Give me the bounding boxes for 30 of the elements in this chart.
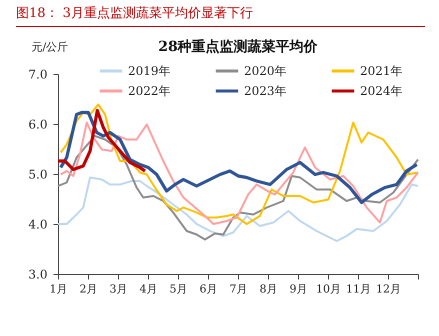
chart-subtitle: 28种重点监测蔬菜平均价 [158, 39, 318, 55]
legend-label: 2022年 [128, 84, 171, 98]
x-tick-label: 4月 [140, 282, 158, 296]
x-tick-label: 3月 [110, 282, 128, 296]
x-tick-label: 8月 [260, 282, 278, 296]
line-series [57, 135, 419, 240]
x-tick-label: 10月 [316, 282, 341, 296]
line-series [57, 176, 419, 242]
x-tick-label: 6月 [200, 282, 218, 296]
y-tick-label: 6.0 [28, 118, 48, 132]
y-tick-label: 3.0 [28, 268, 48, 282]
x-tick-label: 2月 [80, 282, 98, 296]
x-tick-label: 1月 [50, 282, 68, 296]
y-tick-label: 4.0 [28, 218, 48, 232]
legend-label: 2019年 [128, 64, 171, 78]
legend-label: 2024年 [360, 84, 403, 98]
line-series [56, 108, 147, 173]
legend-label: 2023年 [244, 84, 287, 98]
legend-label: 2020年 [244, 64, 287, 78]
line-series [59, 110, 418, 204]
y-axis-title: 元/公斤 [32, 40, 68, 54]
x-tick-label: 12月 [376, 282, 401, 296]
chart-title: 图18： 3月重点监测蔬菜平均价显著下行 [16, 0, 425, 27]
y-tick-label: 7.0 [28, 68, 48, 82]
x-tick-label: 11月 [346, 282, 371, 296]
legend-label: 2021年 [360, 64, 403, 78]
y-tick-label: 5.0 [28, 168, 48, 182]
x-tick-label: 5月 [170, 282, 188, 296]
x-tick-label: 9月 [290, 282, 308, 296]
x-tick-label: 7月 [230, 282, 248, 296]
